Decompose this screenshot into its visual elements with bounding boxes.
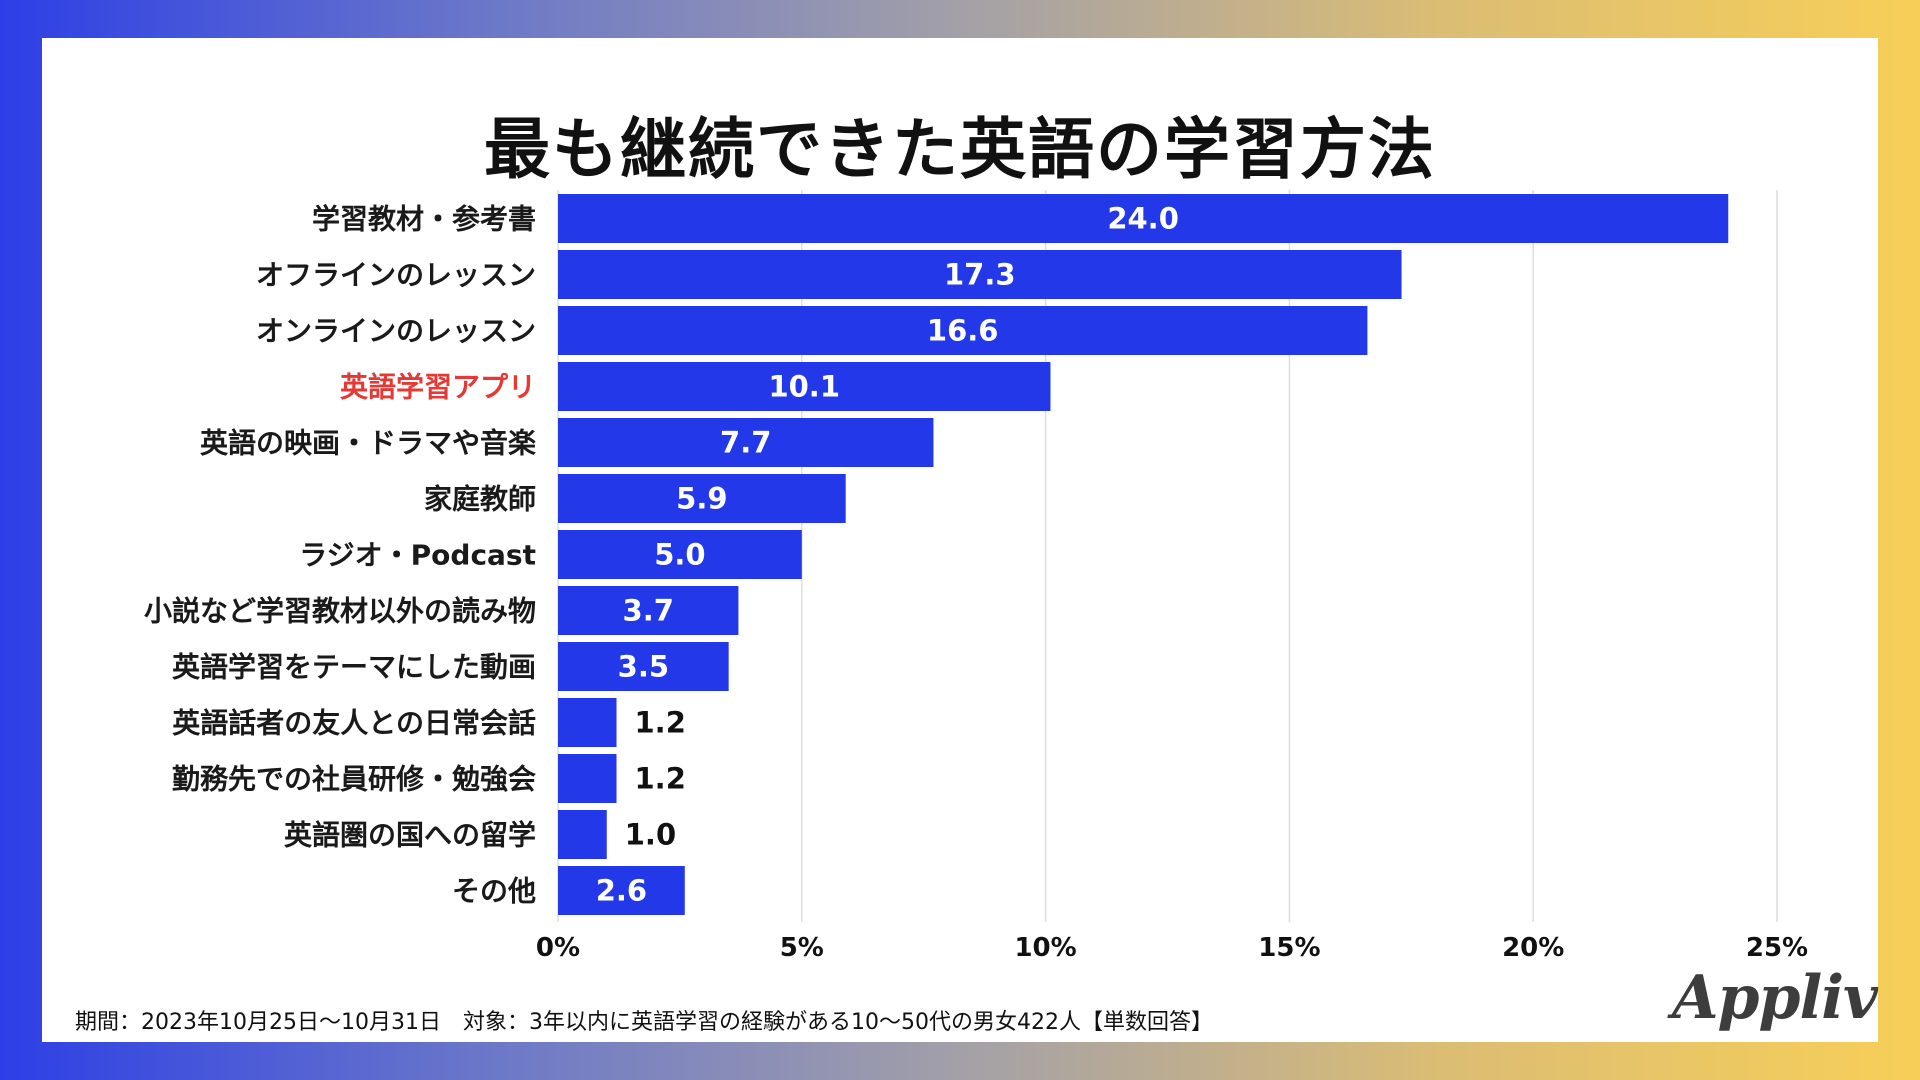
bar [558,810,607,859]
category-label: その他 [452,875,536,908]
x-tick-label: 15% [1258,933,1320,963]
data-label: 7.7 [720,426,771,460]
survey-footnote: 期間：2023年10月25日〜10月31日 対象：3年以内に英語学習の経験がある… [75,1010,1213,1035]
data-label: 5.0 [654,538,705,572]
x-tick-label: 25% [1746,933,1808,963]
x-tick-label: 10% [1014,933,1076,963]
category-label: 小説など学習教材以外の読み物 [144,595,536,628]
bar [558,418,934,467]
bar [558,698,617,747]
bar [558,362,1051,411]
chart-title: 最も継続できた英語の学習方法 [484,111,1436,188]
category-label: 英語学習をテーマにした動画 [172,651,536,684]
category-label: オフラインのレッスン [256,259,536,292]
category-label: 家庭教師 [424,483,536,516]
data-label: 10.1 [768,370,840,404]
data-label: 1.2 [635,706,686,740]
category-label: 英語話者の友人との日常会話 [172,707,536,740]
data-label: 24.0 [1107,202,1179,236]
x-tick-label: 0% [536,933,580,963]
data-label: 17.3 [944,258,1016,292]
bar [558,474,846,523]
category-label: 英語の映画・ドラマや音楽 [200,427,536,460]
category-label: 学習教材・参考書 [312,203,536,236]
category-label: 英語学習アプリ [340,371,536,404]
applive-logo: Appliv [1672,963,1878,1033]
chart-card: 最も継続できた英語の学習方法 0% 5% 10% 15% 20% 25% 学習教材・参考書 2… [42,38,1878,1042]
data-label: 1.2 [635,762,686,796]
x-tick-label: 5% [780,933,824,963]
bar [558,866,685,915]
category-label: ラジオ・Podcast [299,539,536,572]
data-label: 5.9 [676,482,727,516]
bar [558,530,802,579]
category-label: 勤務先での社員研修・勉強会 [172,763,536,796]
x-tick-label: 20% [1502,933,1564,963]
bar [558,194,1729,243]
bar [558,306,1368,355]
data-label: 3.7 [623,594,674,628]
data-label: 1.0 [625,818,676,852]
bar-chart: 0% 5% 10% 15% 20% 25% 学習教材・参考書 24.0 オフラインのレッスン 17… [144,190,1808,963]
data-label: 16.6 [927,314,999,348]
data-label: 3.5 [618,650,669,684]
category-label: オンラインのレッスン [256,315,536,348]
data-label: 2.6 [596,874,647,908]
bar [558,754,617,803]
bar [558,642,729,691]
bar [558,586,739,635]
bar [558,250,1402,299]
category-label: 英語圏の国への留学 [284,819,536,852]
